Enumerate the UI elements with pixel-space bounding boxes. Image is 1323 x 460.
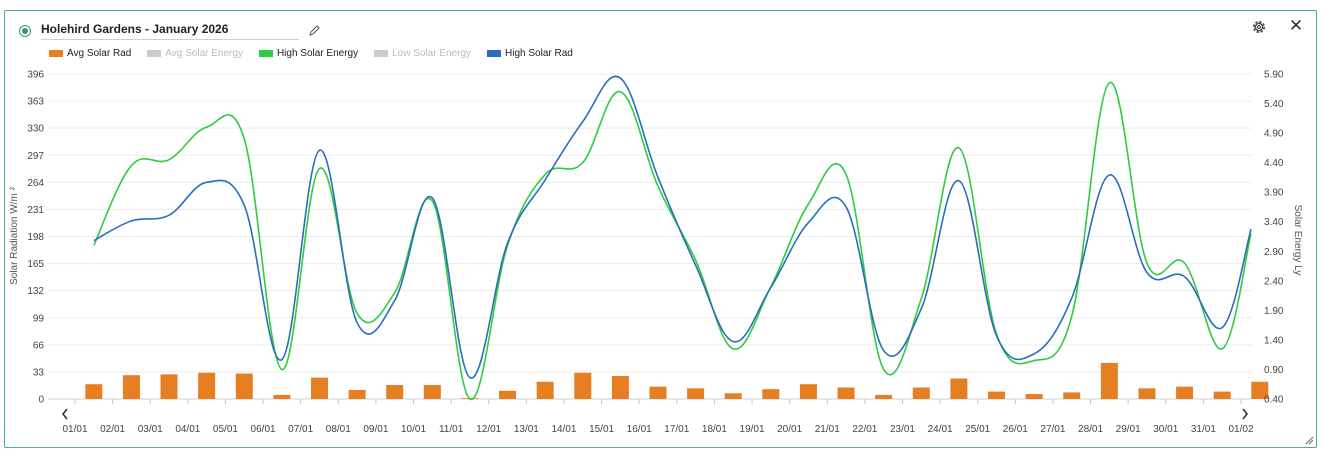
legend-item-avg-solar-rad[interactable]: Avg Solar Rad — [49, 48, 131, 59]
legend-swatch — [374, 50, 389, 57]
legend-swatch — [49, 50, 63, 57]
pencil-icon[interactable] — [307, 24, 321, 38]
legend-item-avg-solar-energy[interactable]: Avg Solar Energy — [147, 48, 243, 59]
resize-handle-icon[interactable] — [1304, 435, 1314, 445]
legend-label: Low Solar Energy — [392, 48, 472, 59]
legend-label: High Solar Rad — [505, 48, 573, 59]
legend-label: Avg Solar Rad — [67, 48, 132, 59]
chart-header: Holehird Gardens - January 2026 — [19, 20, 321, 42]
legend-label: Avg Solar Energy — [165, 48, 243, 59]
station-radio-icon[interactable] — [19, 25, 31, 37]
gear-icon[interactable] — [1250, 18, 1268, 36]
legend-swatch — [147, 50, 162, 57]
chart-legend: Avg Solar Rad Avg Solar Energy High Sola… — [49, 48, 589, 59]
legend-item-low-solar-energy[interactable]: Low Solar Energy — [374, 48, 471, 59]
legend-item-high-solar-rad[interactable]: High Solar Rad — [487, 48, 573, 59]
chart-panel: Holehird Gardens - January 2026 ✕ Avg So… — [4, 10, 1317, 448]
legend-item-high-solar-energy[interactable]: High Solar Energy — [258, 48, 359, 59]
legend-swatch — [487, 50, 502, 57]
legend-label: High Solar Energy — [276, 48, 359, 59]
close-icon[interactable]: ✕ — [1288, 16, 1304, 35]
legend-swatch — [258, 50, 273, 57]
chart-title[interactable]: Holehird Gardens - January 2026 — [41, 22, 299, 40]
